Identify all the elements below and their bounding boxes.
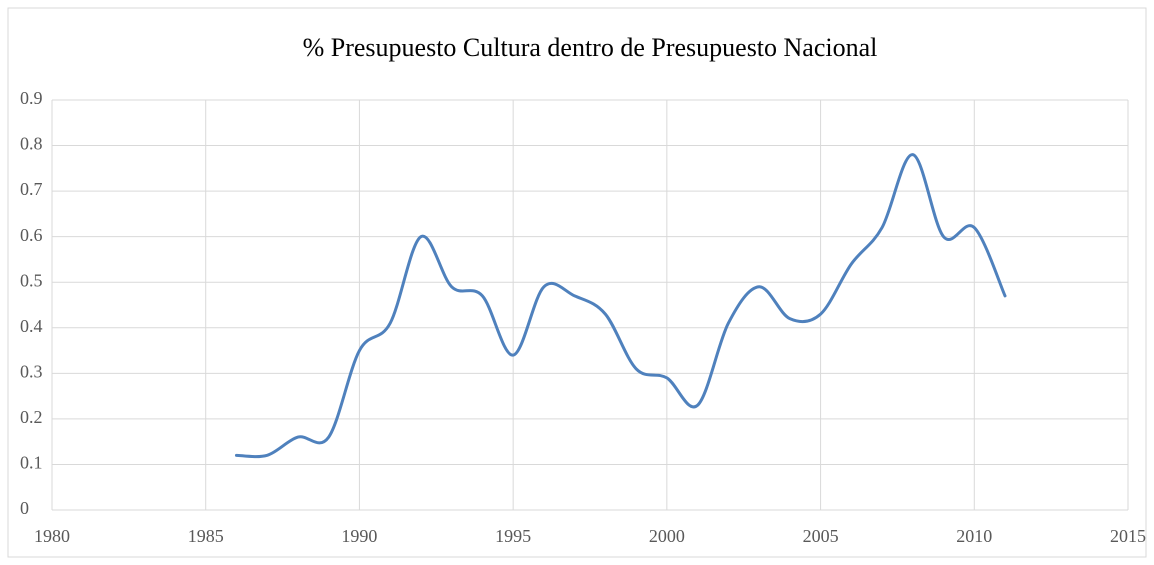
y-tick-label: 0.1: [20, 453, 43, 473]
x-tick-label: 1980: [34, 526, 70, 546]
y-tick-label: 0.5: [20, 270, 43, 290]
y-tick-label: 0.8: [20, 134, 43, 154]
line: [234, 153, 1007, 459]
y-tick-label: 0: [20, 498, 29, 518]
x-tick-label: 1995: [495, 526, 531, 546]
y-tick-label: 0.9: [20, 88, 43, 108]
y-tick-label: 0.6: [20, 225, 43, 245]
y-tick-label: 0.4: [20, 316, 43, 336]
y-tick-label: 0.7: [20, 179, 43, 199]
chart-title: % Presupuesto Cultura dentro de Presupue…: [303, 33, 878, 62]
x-tick-label: 2000: [649, 526, 685, 546]
x-tick-label: 1985: [188, 526, 224, 546]
x-tick-label: 2015: [1110, 526, 1146, 546]
x-tick-label: 1990: [341, 526, 377, 546]
y-tick-label: 0.2: [20, 407, 43, 427]
y-tick-label: 0.3: [20, 361, 43, 381]
x-tick-label: 2010: [956, 526, 992, 546]
x-tick-label: 2005: [803, 526, 839, 546]
